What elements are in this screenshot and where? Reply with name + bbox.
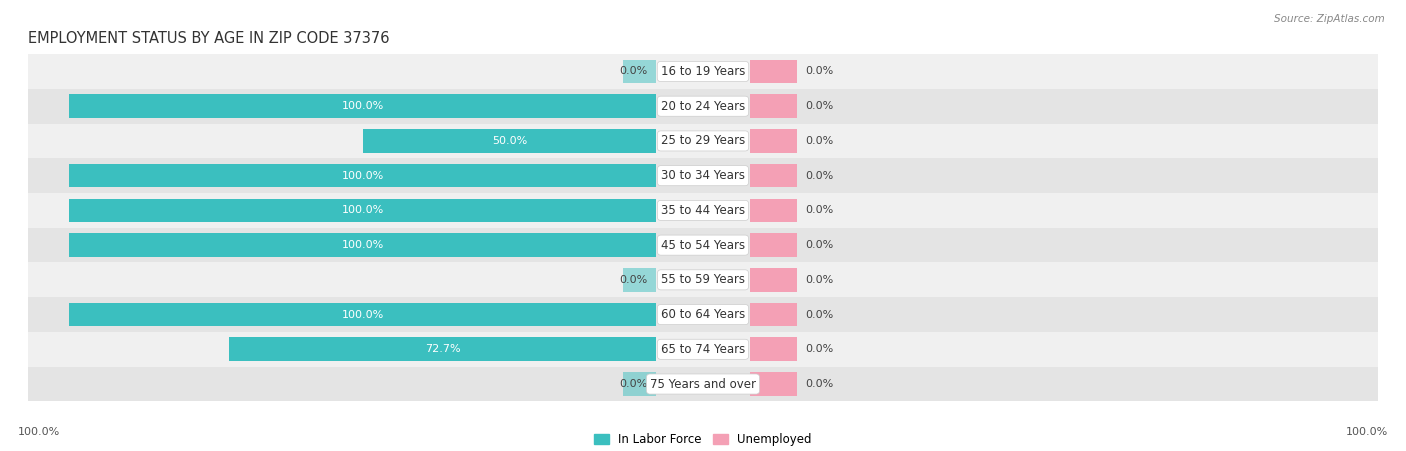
Text: 20 to 24 Years: 20 to 24 Years — [661, 100, 745, 113]
Text: 16 to 19 Years: 16 to 19 Years — [661, 65, 745, 78]
Bar — [623, 268, 657, 292]
Text: 75 Years and over: 75 Years and over — [650, 377, 756, 391]
Text: 100.0%: 100.0% — [1346, 428, 1388, 437]
Text: 100.0%: 100.0% — [342, 240, 384, 250]
Bar — [749, 372, 797, 396]
Text: 100.0%: 100.0% — [342, 309, 384, 320]
Bar — [28, 332, 1378, 367]
Bar — [749, 303, 797, 327]
Text: 0.0%: 0.0% — [806, 101, 834, 111]
Bar — [28, 367, 1378, 401]
Text: 25 to 29 Years: 25 to 29 Years — [661, 134, 745, 147]
Bar — [623, 372, 657, 396]
Text: 0.0%: 0.0% — [806, 379, 834, 389]
Text: 100.0%: 100.0% — [342, 205, 384, 216]
Bar — [749, 198, 797, 222]
Text: 0.0%: 0.0% — [619, 275, 647, 285]
Text: 0.0%: 0.0% — [806, 275, 834, 285]
Bar — [69, 94, 657, 118]
Bar — [363, 129, 657, 153]
Text: 45 to 54 Years: 45 to 54 Years — [661, 239, 745, 252]
Bar — [749, 268, 797, 292]
Text: 0.0%: 0.0% — [806, 170, 834, 181]
Text: 100.0%: 100.0% — [342, 170, 384, 181]
Bar — [28, 54, 1378, 89]
Bar — [28, 89, 1378, 124]
Bar — [69, 303, 657, 327]
Legend: In Labor Force, Unemployed: In Labor Force, Unemployed — [589, 428, 817, 451]
Bar — [69, 198, 657, 222]
Text: 0.0%: 0.0% — [806, 136, 834, 146]
Text: 72.7%: 72.7% — [425, 344, 461, 354]
Bar — [749, 337, 797, 361]
Bar — [28, 124, 1378, 158]
Bar — [28, 297, 1378, 332]
Text: Source: ZipAtlas.com: Source: ZipAtlas.com — [1274, 14, 1385, 23]
Text: 0.0%: 0.0% — [806, 205, 834, 216]
Text: 35 to 44 Years: 35 to 44 Years — [661, 204, 745, 217]
Text: 100.0%: 100.0% — [342, 101, 384, 111]
Bar — [69, 233, 657, 257]
Text: 65 to 74 Years: 65 to 74 Years — [661, 343, 745, 356]
Bar — [229, 337, 657, 361]
Bar — [749, 129, 797, 153]
Text: 55 to 59 Years: 55 to 59 Years — [661, 273, 745, 286]
Text: 0.0%: 0.0% — [619, 66, 647, 77]
Text: 60 to 64 Years: 60 to 64 Years — [661, 308, 745, 321]
Bar — [749, 60, 797, 83]
Bar — [749, 164, 797, 188]
Text: 0.0%: 0.0% — [619, 379, 647, 389]
Text: 50.0%: 50.0% — [492, 136, 527, 146]
Bar — [749, 94, 797, 118]
Bar — [28, 193, 1378, 228]
Text: 0.0%: 0.0% — [806, 344, 834, 354]
Bar — [28, 158, 1378, 193]
Bar — [69, 164, 657, 188]
Bar — [623, 60, 657, 83]
Text: 0.0%: 0.0% — [806, 240, 834, 250]
Bar — [28, 262, 1378, 297]
Text: 0.0%: 0.0% — [806, 309, 834, 320]
Text: EMPLOYMENT STATUS BY AGE IN ZIP CODE 37376: EMPLOYMENT STATUS BY AGE IN ZIP CODE 373… — [28, 31, 389, 46]
Text: 100.0%: 100.0% — [18, 428, 60, 437]
Text: 0.0%: 0.0% — [806, 66, 834, 77]
Bar — [749, 233, 797, 257]
Bar — [28, 228, 1378, 262]
Text: 30 to 34 Years: 30 to 34 Years — [661, 169, 745, 182]
